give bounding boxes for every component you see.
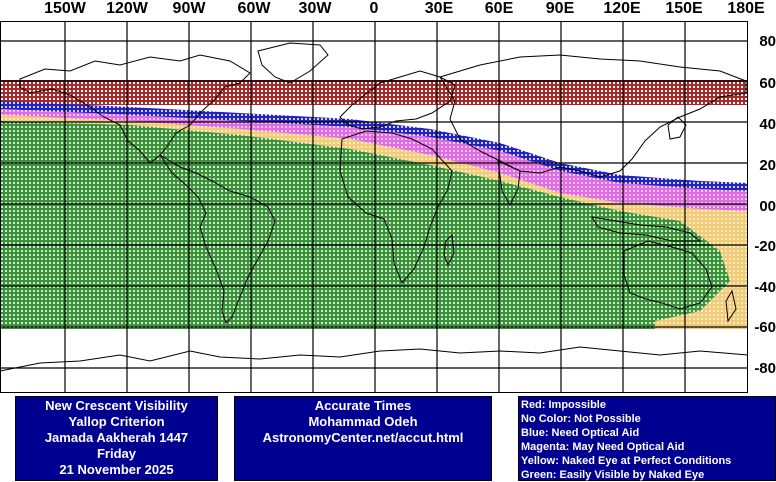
coast-south-america: [159, 154, 276, 324]
legend-yellow: Yellow: Naked Eye at Perfect Conditions: [521, 455, 732, 467]
legend-panel: Red: Impossible No Color: Not Possible B…: [518, 396, 776, 481]
visibility-map: [0, 21, 748, 393]
lon-label-60e: 60E: [484, 0, 514, 17]
lat-label-40: 40: [759, 116, 776, 133]
legend-blue: Blue: Need Optical Aid: [521, 427, 640, 439]
lat-label-80: 80: [759, 33, 776, 50]
zone-red-impossible: [0, 80, 748, 105]
grid-lines: [0, 21, 748, 393]
coastlines: [0, 42, 748, 372]
lon-label-120w: 120W: [106, 0, 148, 17]
info-panel-left: New Crescent Visibility Yallop Criterion…: [15, 396, 218, 481]
lon-label-150w: 150W: [44, 0, 86, 17]
info-criterion: Yallop Criterion: [68, 414, 165, 429]
legend-green: Green: Easily Visible by Naked Eye: [521, 469, 705, 481]
lat-label-60: 60: [759, 75, 776, 92]
coast-madagascar: [443, 233, 455, 267]
info-title: New Crescent Visibility: [45, 398, 188, 413]
map-frame: [0, 21, 748, 393]
coast-india: [497, 160, 521, 207]
coast-indonesia: [591, 216, 702, 242]
coast-north-america: [19, 54, 251, 164]
lat-label-m40: -40: [754, 279, 776, 296]
coast-antarctica: [0, 346, 748, 372]
info-accurate-times: Accurate Times: [314, 398, 412, 413]
info-hijri-month: Jamada Aakherah 1447: [44, 430, 189, 445]
lon-label-30e: 30E: [424, 0, 454, 17]
coast-australia: [623, 240, 713, 310]
info-panel-center: Accurate Times Mohammad Odeh AstronomyCe…: [234, 396, 492, 481]
legend-red: Red: Impossible: [521, 399, 606, 411]
info-website: AstronomyCenter.net/accut.html: [262, 430, 464, 445]
lon-label-180e: 180E: [727, 0, 765, 17]
coast-greenland: [257, 42, 329, 84]
coast-asia: [439, 54, 747, 178]
coast-new-zealand: [725, 289, 737, 323]
lon-label-90w: 90W: [172, 0, 206, 17]
coast-africa: [339, 130, 453, 284]
legend-no-color: No Color: Not Possible: [521, 413, 641, 425]
lat-label-m60: -60: [754, 319, 776, 336]
lat-label-20: 20: [759, 157, 776, 174]
lat-label-m20: -20: [754, 238, 776, 255]
coast-japan: [667, 116, 687, 140]
lon-label-30w: 30W: [298, 0, 332, 17]
lon-label-90e: 90E: [545, 0, 575, 17]
lon-label-0: 0: [369, 0, 379, 17]
lon-label-120e: 120E: [603, 0, 641, 17]
legend-magenta: Magenta: May Need Optical Aid: [521, 441, 685, 453]
info-author: Mohammad Odeh: [308, 414, 418, 429]
coast-europe: [339, 70, 456, 130]
info-weekday: Friday: [96, 446, 136, 461]
info-date: 21 November 2025: [59, 462, 174, 477]
lon-label-150e: 150E: [665, 0, 703, 17]
lat-label-m80: -80: [754, 360, 776, 377]
lat-label-0: 00: [759, 198, 776, 215]
zone-green-easily-visible: [0, 121, 730, 329]
lon-label-60w: 60W: [237, 0, 271, 17]
